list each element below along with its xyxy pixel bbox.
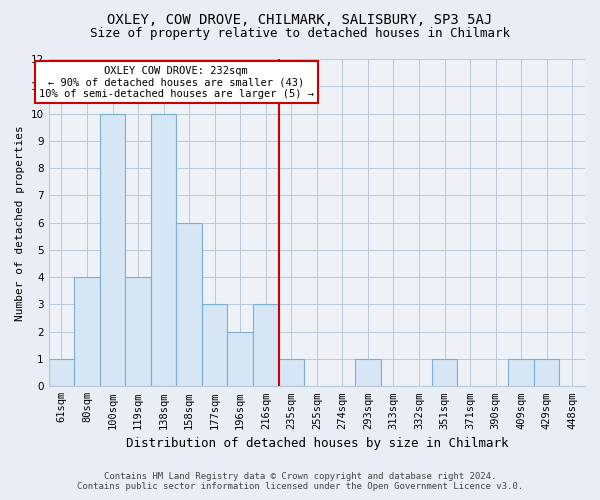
Y-axis label: Number of detached properties: Number of detached properties [15, 125, 25, 320]
Bar [278, 359, 304, 386]
Bar [176, 222, 202, 386]
Text: Size of property relative to detached houses in Chilmark: Size of property relative to detached ho… [90, 28, 510, 40]
Bar [100, 114, 125, 386]
Bar [151, 114, 176, 386]
Bar [49, 359, 74, 386]
Bar [125, 277, 151, 386]
Bar [253, 304, 278, 386]
Bar [534, 359, 559, 386]
Bar [227, 332, 253, 386]
Bar [74, 277, 100, 386]
X-axis label: Distribution of detached houses by size in Chilmark: Distribution of detached houses by size … [125, 437, 508, 450]
Bar [202, 304, 227, 386]
Text: Contains HM Land Registry data © Crown copyright and database right 2024.
Contai: Contains HM Land Registry data © Crown c… [77, 472, 523, 491]
Text: OXLEY, COW DROVE, CHILMARK, SALISBURY, SP3 5AJ: OXLEY, COW DROVE, CHILMARK, SALISBURY, S… [107, 12, 493, 26]
Bar [355, 359, 380, 386]
Bar [508, 359, 534, 386]
Bar [432, 359, 457, 386]
Text: OXLEY COW DROVE: 232sqm
← 90% of detached houses are smaller (43)
10% of semi-de: OXLEY COW DROVE: 232sqm ← 90% of detache… [39, 66, 314, 99]
